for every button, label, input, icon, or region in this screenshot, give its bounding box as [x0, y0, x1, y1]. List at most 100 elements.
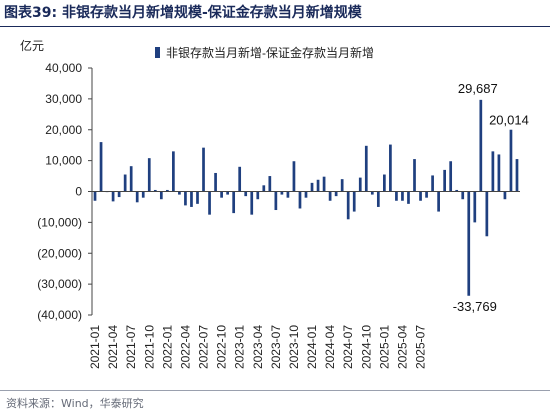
bar [93, 191, 97, 201]
data-label: -33,769 [453, 299, 497, 314]
data-label: 29,687 [458, 81, 498, 96]
bar [461, 191, 465, 200]
source-rule [0, 390, 550, 391]
bar [358, 177, 362, 192]
bar [208, 191, 211, 215]
bar [316, 179, 320, 192]
bar [419, 191, 422, 201]
bar [340, 179, 344, 192]
y-tick-label: (30,000) [37, 277, 82, 291]
bar [401, 191, 404, 201]
bar [244, 191, 248, 197]
bar [334, 191, 338, 197]
bar [123, 174, 127, 192]
bar [178, 191, 181, 195]
x-tick-label: 2023-10 [287, 325, 301, 369]
bar [431, 175, 434, 192]
bar [322, 176, 326, 192]
bar [129, 166, 133, 192]
x-tick-label: 2022-10 [215, 325, 229, 369]
bar [346, 191, 350, 220]
bar [147, 158, 151, 192]
y-tick-label: (10,000) [37, 215, 82, 229]
bar [286, 191, 290, 198]
bar [509, 129, 513, 192]
y-tick-label: 10,000 [45, 154, 82, 168]
x-tick-label: 2023-01 [233, 325, 247, 369]
bar [274, 191, 278, 211]
bar [292, 161, 296, 192]
y-tick-label: (40,000) [37, 308, 82, 322]
figure-title: 图表39: 非银存款当月新增规模-保证金存款当月新增规模 [4, 2, 362, 22]
bar [214, 172, 217, 192]
figure-label: 图表39: [4, 5, 58, 21]
y-axis: 40,000 30,000 20,000 10,000 0 (10,000) (20,000… [37, 61, 93, 322]
x-tick-label: 2023-07 [269, 325, 283, 369]
bar [99, 142, 103, 192]
title-rule [0, 26, 550, 27]
bar [491, 151, 495, 192]
bar [117, 191, 121, 198]
x-tick-label: 2022-04 [178, 325, 192, 369]
bar [196, 191, 199, 204]
x-tick-label: 2022-01 [160, 325, 174, 369]
bar [135, 191, 139, 203]
x-tick-label: 2021-10 [142, 325, 156, 369]
x-tick-label: 2024-10 [359, 325, 373, 369]
x-tick-labels: 2021-01 2021-04 2021-07 2021-10 2022-01 2022-… [88, 325, 428, 369]
bar [395, 191, 398, 201]
y-tick-label: 0 [75, 185, 82, 199]
bar [190, 191, 193, 207]
x-tick-label: 2025-01 [377, 325, 391, 369]
bar [370, 191, 374, 195]
bar [159, 191, 163, 200]
bar [310, 182, 314, 192]
bar [141, 191, 145, 198]
bar [238, 166, 242, 192]
bar [352, 191, 356, 212]
x-tick-label: 2024-07 [341, 325, 355, 369]
bar [413, 159, 416, 192]
legend-entry: 非银存款当月新增-保证金存款当月新增 [166, 45, 374, 60]
bar [268, 176, 272, 192]
y-tick-label: 40,000 [45, 61, 82, 75]
bar [376, 191, 380, 207]
bar [304, 191, 308, 198]
x-tick-label: 2024-04 [323, 325, 337, 369]
x-tick-label: 2021-07 [124, 325, 138, 369]
bar [280, 191, 284, 195]
bar [111, 191, 115, 202]
x-tick-label: 2025-04 [395, 325, 409, 369]
data-labels: -33,769 29,687 20,014 [453, 81, 529, 314]
bar [455, 189, 459, 192]
bar-series [93, 99, 519, 296]
y-tick-labels: 40,000 30,000 20,000 10,000 0 (10,000) (20,000… [37, 61, 92, 322]
bar [364, 145, 368, 192]
bar [497, 154, 501, 192]
bar [467, 191, 471, 296]
bar [437, 191, 440, 212]
legend: 非银存款当月新增-保证金存款当月新增 [155, 45, 374, 60]
bar [256, 191, 260, 200]
bar [515, 159, 519, 192]
bar [298, 191, 302, 209]
bar [479, 99, 483, 192]
bar [172, 151, 175, 192]
bar [328, 191, 332, 201]
bar [449, 161, 453, 192]
bar [407, 191, 410, 204]
bar-chart: 亿元 40,000 30,000 20,000 10,000 0 (10,000) (20,… [20, 38, 529, 369]
x-tick-label: 2023-04 [251, 325, 265, 369]
bar [262, 185, 266, 192]
bar [473, 191, 477, 223]
x-tick-label: 2025-07 [414, 325, 428, 369]
bar [166, 189, 169, 192]
bar [389, 144, 392, 192]
bar [425, 191, 428, 198]
bar [250, 191, 254, 215]
y-tick-label: 30,000 [45, 92, 82, 106]
source-note: 资料来源：Wind，华泰研究 [6, 397, 144, 410]
y-tick-label: 20,000 [45, 123, 82, 137]
x-tick-label: 2022-07 [197, 325, 211, 369]
bar [232, 191, 236, 214]
